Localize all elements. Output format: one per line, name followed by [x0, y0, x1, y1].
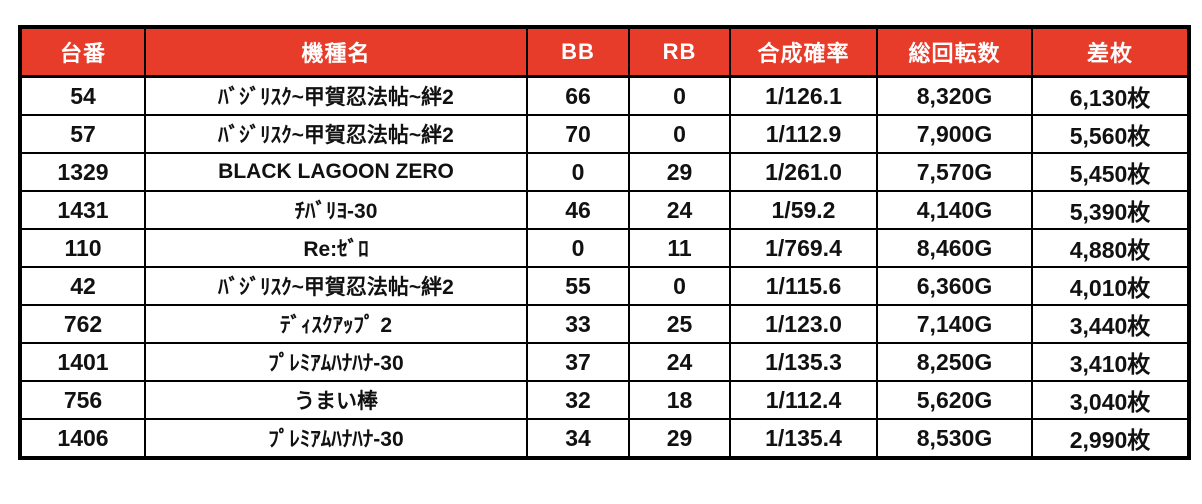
cell-bb: 34 — [526, 418, 630, 459]
cell-total-spins: 5,620G — [876, 380, 1033, 420]
cell-rb: 0 — [628, 75, 731, 116]
cell-machine-number: 57 — [19, 114, 146, 154]
cell-diff-medals: 3,410枚 — [1031, 342, 1190, 382]
cell-combined-probability: 1/769.4 — [729, 228, 878, 268]
header-rb: RB — [628, 26, 731, 78]
cell-total-spins: 7,900G — [876, 114, 1033, 154]
cell-diff-medals: 3,040枚 — [1031, 380, 1190, 420]
cell-machine-name: ﾊﾞｼﾞﾘｽｸ~甲賀忍法帖~絆2 — [144, 114, 528, 154]
cell-machine-name: ﾌﾟﾚﾐｱﾑﾊﾅﾊﾅ-30 — [144, 418, 528, 459]
cell-machine-number: 1431 — [19, 190, 146, 230]
cell-combined-probability: 1/115.6 — [729, 266, 878, 306]
header-machine-number: 台番 — [19, 26, 146, 78]
cell-rb: 29 — [628, 418, 731, 459]
cell-bb: 70 — [526, 114, 630, 154]
table-row: 42 ﾊﾞｼﾞﾘｽｸ~甲賀忍法帖~絆2 55 0 1/115.6 6,360G 4,010枚 — [19, 266, 1190, 306]
cell-total-spins: 4,140G — [876, 190, 1033, 230]
cell-combined-probability: 1/135.4 — [729, 418, 878, 459]
cell-machine-name: ﾁﾊﾞﾘﾖ-30 — [144, 190, 528, 230]
header-combined-probability: 合成確率 — [729, 26, 878, 78]
cell-bb: 46 — [526, 190, 630, 230]
cell-machine-name: うまい棒 — [144, 380, 528, 420]
cell-diff-medals: 2,990枚 — [1031, 418, 1190, 459]
table-row: 57 ﾊﾞｼﾞﾘｽｸ~甲賀忍法帖~絆2 70 0 1/112.9 7,900G 5,560枚 — [19, 114, 1190, 154]
cell-machine-number: 1406 — [19, 418, 146, 459]
cell-machine-name: ﾊﾞｼﾞﾘｽｸ~甲賀忍法帖~絆2 — [144, 266, 528, 306]
cell-total-spins: 8,250G — [876, 342, 1033, 382]
cell-combined-probability: 1/135.3 — [729, 342, 878, 382]
cell-machine-name: Re:ｾﾞﾛ — [144, 228, 528, 268]
cell-combined-probability: 1/112.4 — [729, 380, 878, 420]
cell-diff-medals: 5,450枚 — [1031, 152, 1190, 192]
cell-rb: 24 — [628, 342, 731, 382]
cell-machine-name: BLACK LAGOON ZERO — [144, 152, 528, 192]
table-row: 756 うまい棒 32 18 1/112.4 5,620G 3,040枚 — [19, 380, 1190, 420]
cell-total-spins: 7,570G — [876, 152, 1033, 192]
table-row: 1401 ﾌﾟﾚﾐｱﾑﾊﾅﾊﾅ-30 37 24 1/135.3 8,250G 3,410枚 — [19, 342, 1190, 382]
cell-total-spins: 8,530G — [876, 418, 1033, 459]
header-diff-medals: 差枚 — [1031, 26, 1190, 78]
cell-bb: 32 — [526, 380, 630, 420]
cell-diff-medals: 5,560枚 — [1031, 114, 1190, 154]
cell-machine-name: ﾌﾟﾚﾐｱﾑﾊﾅﾊﾅ-30 — [144, 342, 528, 382]
cell-rb: 24 — [628, 190, 731, 230]
cell-bb: 55 — [526, 266, 630, 306]
cell-machine-number: 110 — [19, 228, 146, 268]
header-machine-name: 機種名 — [144, 26, 528, 78]
cell-combined-probability: 1/59.2 — [729, 190, 878, 230]
table-body: 54 ﾊﾞｼﾞﾘｽｸ~甲賀忍法帖~絆2 66 0 1/126.1 8,320G 6,130枚… — [19, 75, 1190, 459]
header-row: 台番 機種名 BB RB 合成確率 総回転数 差枚 — [19, 26, 1190, 78]
cell-machine-number: 762 — [19, 304, 146, 344]
table-row: 1406 ﾌﾟﾚﾐｱﾑﾊﾅﾊﾅ-30 34 29 1/135.4 8,530G 2,990枚 — [19, 418, 1190, 459]
cell-diff-medals: 4,010枚 — [1031, 266, 1190, 306]
table-row: 110 Re:ｾﾞﾛ 0 11 1/769.4 8,460G 4,880枚 — [19, 228, 1190, 268]
cell-combined-probability: 1/123.0 — [729, 304, 878, 344]
cell-bb: 0 — [526, 228, 630, 268]
cell-machine-number: 54 — [19, 75, 146, 116]
cell-diff-medals: 5,390枚 — [1031, 190, 1190, 230]
table-row: 1329 BLACK LAGOON ZERO 0 29 1/261.0 7,570G 5,4… — [19, 152, 1190, 192]
cell-machine-name: ﾃﾞｨｽｸｱｯﾌﾟ 2 — [144, 304, 528, 344]
cell-diff-medals: 6,130枚 — [1031, 75, 1190, 116]
header-bb: BB — [526, 26, 630, 78]
results-table: 台番 機種名 BB RB 合成確率 総回転数 差枚 54 ﾊﾞｼﾞﾘｽｸ~甲賀忍法帖~絆2 66… — [18, 25, 1191, 460]
cell-bb: 66 — [526, 75, 630, 116]
cell-rb: 18 — [628, 380, 731, 420]
table-row: 762 ﾃﾞｨｽｸｱｯﾌﾟ 2 33 25 1/123.0 7,140G 3,440枚 — [19, 304, 1190, 344]
cell-machine-name: ﾊﾞｼﾞﾘｽｸ~甲賀忍法帖~絆2 — [144, 75, 528, 116]
cell-combined-probability: 1/126.1 — [729, 75, 878, 116]
cell-combined-probability: 1/261.0 — [729, 152, 878, 192]
cell-total-spins: 8,320G — [876, 75, 1033, 116]
cell-total-spins: 8,460G — [876, 228, 1033, 268]
cell-bb: 37 — [526, 342, 630, 382]
cell-machine-number: 42 — [19, 266, 146, 306]
cell-machine-number: 1401 — [19, 342, 146, 382]
cell-combined-probability: 1/112.9 — [729, 114, 878, 154]
cell-diff-medals: 4,880枚 — [1031, 228, 1190, 268]
cell-bb: 0 — [526, 152, 630, 192]
cell-total-spins: 6,360G — [876, 266, 1033, 306]
cell-machine-number: 1329 — [19, 152, 146, 192]
cell-rb: 29 — [628, 152, 731, 192]
table-row: 1431 ﾁﾊﾞﾘﾖ-30 46 24 1/59.2 4,140G 5,390枚 — [19, 190, 1190, 230]
cell-machine-number: 756 — [19, 380, 146, 420]
cell-diff-medals: 3,440枚 — [1031, 304, 1190, 344]
cell-total-spins: 7,140G — [876, 304, 1033, 344]
cell-rb: 11 — [628, 228, 731, 268]
cell-rb: 0 — [628, 114, 731, 154]
cell-rb: 0 — [628, 266, 731, 306]
cell-bb: 33 — [526, 304, 630, 344]
table-row: 54 ﾊﾞｼﾞﾘｽｸ~甲賀忍法帖~絆2 66 0 1/126.1 8,320G 6,130枚 — [19, 75, 1190, 116]
cell-rb: 25 — [628, 304, 731, 344]
header-total-spins: 総回転数 — [876, 26, 1033, 78]
